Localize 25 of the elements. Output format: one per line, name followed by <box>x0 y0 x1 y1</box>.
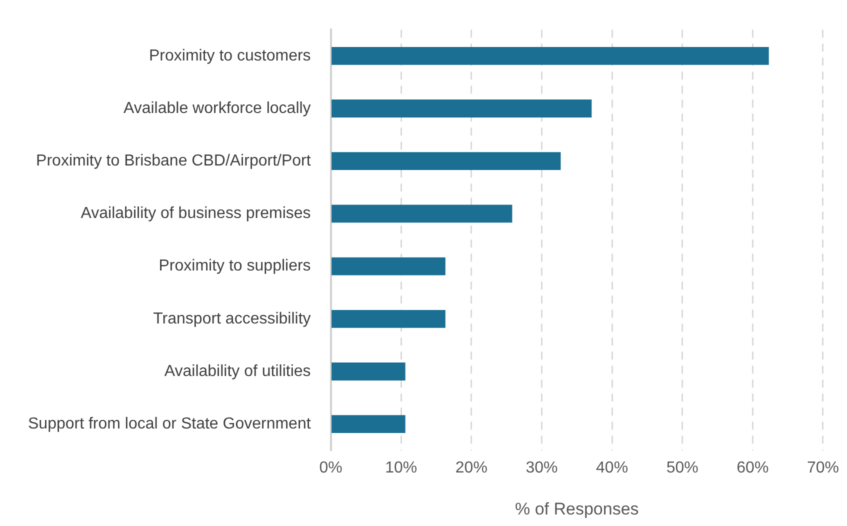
y-tick-label: Support from local or State Government <box>28 416 312 433</box>
y-tick-label: Proximity to Brisbane CBD/Airport/Port <box>36 152 312 170</box>
y-tick-label: Available workforce locally <box>123 100 311 117</box>
y-tick-label: Availability of utilities <box>164 362 311 380</box>
bar <box>332 46 769 65</box>
x-tick-label: 40% <box>596 459 628 476</box>
x-tick-label: 50% <box>666 459 698 476</box>
x-tick-label: 30% <box>526 459 558 476</box>
bar <box>332 310 446 328</box>
bar <box>332 152 561 170</box>
y-tick-label: Availability of business premises <box>80 205 311 222</box>
bar <box>332 100 592 118</box>
y-tick-label: Transport accessibility <box>153 310 311 328</box>
x-axis-title: % of Responses <box>514 499 639 518</box>
x-tick-label: 0% <box>319 459 342 476</box>
bar <box>332 257 446 276</box>
x-tick-label: 20% <box>455 459 488 476</box>
y-tick-label: Proximity to suppliers <box>158 258 311 275</box>
bar <box>332 415 406 434</box>
x-tick-label: 10% <box>385 459 418 476</box>
x-tick-label: 60% <box>736 459 769 476</box>
x-tick-label: 70% <box>806 459 840 476</box>
bar <box>332 204 512 223</box>
bar <box>332 362 406 380</box>
y-tick-label: Proximity to customers <box>148 47 311 64</box>
